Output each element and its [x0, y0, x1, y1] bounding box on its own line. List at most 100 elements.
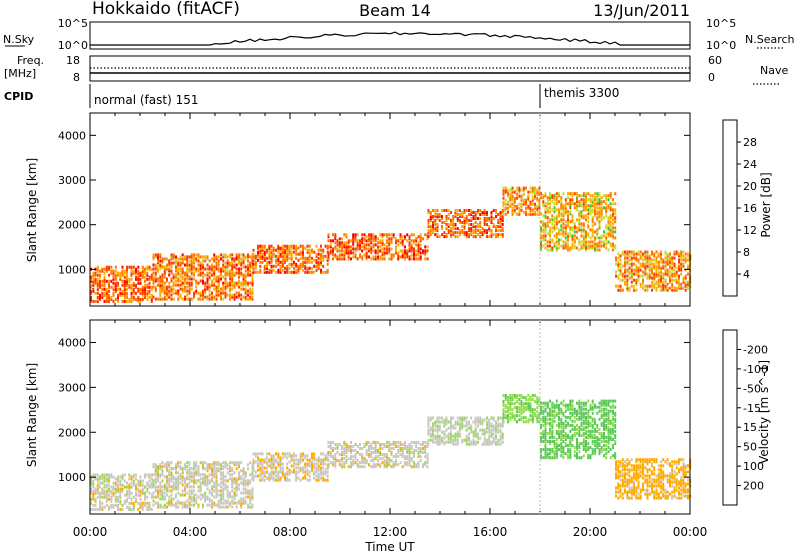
echo-cell — [680, 256, 683, 260]
echo-cell — [247, 281, 249, 285]
echo-cell — [372, 245, 375, 249]
echo-cell — [135, 499, 137, 503]
echo-cell — [413, 451, 415, 454]
echo-cell — [317, 478, 320, 482]
echo-cell — [226, 269, 229, 273]
echo-cell — [680, 286, 683, 290]
echo-cell — [465, 233, 468, 237]
echo-cell — [644, 254, 647, 258]
echo-cell — [338, 461, 341, 465]
echo-cell — [139, 287, 142, 291]
echo-cell — [177, 487, 180, 491]
echo-cell — [226, 255, 229, 259]
echo-cell — [651, 262, 653, 266]
echo-cell — [488, 219, 491, 222]
echo-cell — [186, 261, 189, 265]
echo-cell — [591, 232, 594, 236]
echo-cell — [404, 455, 406, 459]
echo-cell — [177, 479, 180, 483]
echo-cell — [293, 458, 295, 462]
echo-cell — [497, 428, 500, 432]
echo-cell — [117, 495, 119, 499]
echo-cell — [388, 449, 391, 452]
echo-cell — [624, 268, 626, 272]
echo-cell — [152, 253, 155, 257]
echo-cell — [252, 248, 255, 252]
echo-cell — [401, 251, 404, 255]
echo-cell — [108, 497, 110, 501]
echo-cell — [415, 443, 418, 446]
echo-cell — [540, 436, 542, 439]
echo-cell — [617, 256, 620, 260]
echo-cell — [336, 247, 339, 251]
echo-cell — [495, 422, 497, 426]
echo-cell — [540, 192, 542, 196]
echo-cell — [181, 477, 184, 481]
echo-cell — [222, 493, 225, 497]
echo-cell — [279, 260, 282, 264]
echo-cell — [206, 271, 209, 275]
echo-cell — [99, 273, 101, 277]
echo-cell — [399, 443, 402, 446]
echo-cell — [468, 233, 470, 237]
echo-cell — [542, 224, 545, 228]
echo-cell — [90, 289, 92, 293]
echo-cell — [646, 276, 649, 280]
echo-cell — [347, 449, 350, 452]
echo-cell — [511, 186, 514, 190]
echo-cell — [417, 465, 420, 469]
echo-cell — [315, 474, 318, 478]
echo-cell — [406, 239, 409, 243]
echo-cell — [578, 228, 581, 232]
echo-cell — [270, 268, 273, 272]
echo-cell — [229, 253, 231, 257]
echo-cell — [531, 186, 534, 190]
echo-cell — [126, 491, 128, 495]
echo-cell — [101, 495, 104, 499]
echo-cell — [247, 505, 249, 509]
echo-cell — [96, 297, 99, 301]
echo-cell — [188, 481, 191, 485]
echo-cell — [144, 473, 146, 477]
echo-cell — [172, 253, 175, 257]
echo-cell — [166, 485, 168, 489]
station-title: Hokkaido (fitACF) — [92, 0, 240, 19]
echo-cell — [549, 429, 551, 433]
echo-cell — [238, 269, 240, 273]
echo-cell — [197, 469, 200, 473]
echo-cell — [542, 405, 545, 409]
echo-cell — [474, 225, 477, 228]
echo-cell — [534, 196, 536, 200]
echo-cell — [123, 275, 126, 279]
echo-cell — [567, 222, 569, 226]
echo-cell — [215, 503, 218, 507]
echo-cell — [354, 253, 357, 257]
echo-cell — [459, 424, 461, 428]
echo-cell — [163, 265, 166, 269]
echo-cell — [166, 293, 168, 297]
echo-cell — [168, 495, 171, 499]
echo-cell — [161, 281, 164, 285]
echo-cell — [657, 260, 660, 264]
echo-cell — [148, 281, 151, 285]
echo-cell — [179, 475, 182, 479]
echo-cell — [612, 210, 614, 214]
echo-cell — [195, 469, 198, 473]
echo-cell — [531, 188, 534, 192]
echo-cell — [190, 255, 193, 259]
echo-cell — [509, 198, 512, 202]
echo-cell — [306, 270, 309, 274]
echo-cell — [383, 251, 386, 255]
echo-cell — [427, 418, 430, 422]
echo-cell — [121, 477, 124, 481]
echo-cell — [544, 214, 547, 218]
echo-cell — [361, 453, 364, 457]
echo-cell — [308, 250, 311, 254]
echo-cell — [413, 253, 415, 257]
echo-cell — [495, 233, 497, 237]
echo-cell — [377, 440, 379, 444]
echo-cell — [564, 226, 567, 230]
echo-cell — [277, 246, 280, 250]
echo-cell — [347, 445, 350, 448]
echo-cell — [284, 474, 286, 478]
